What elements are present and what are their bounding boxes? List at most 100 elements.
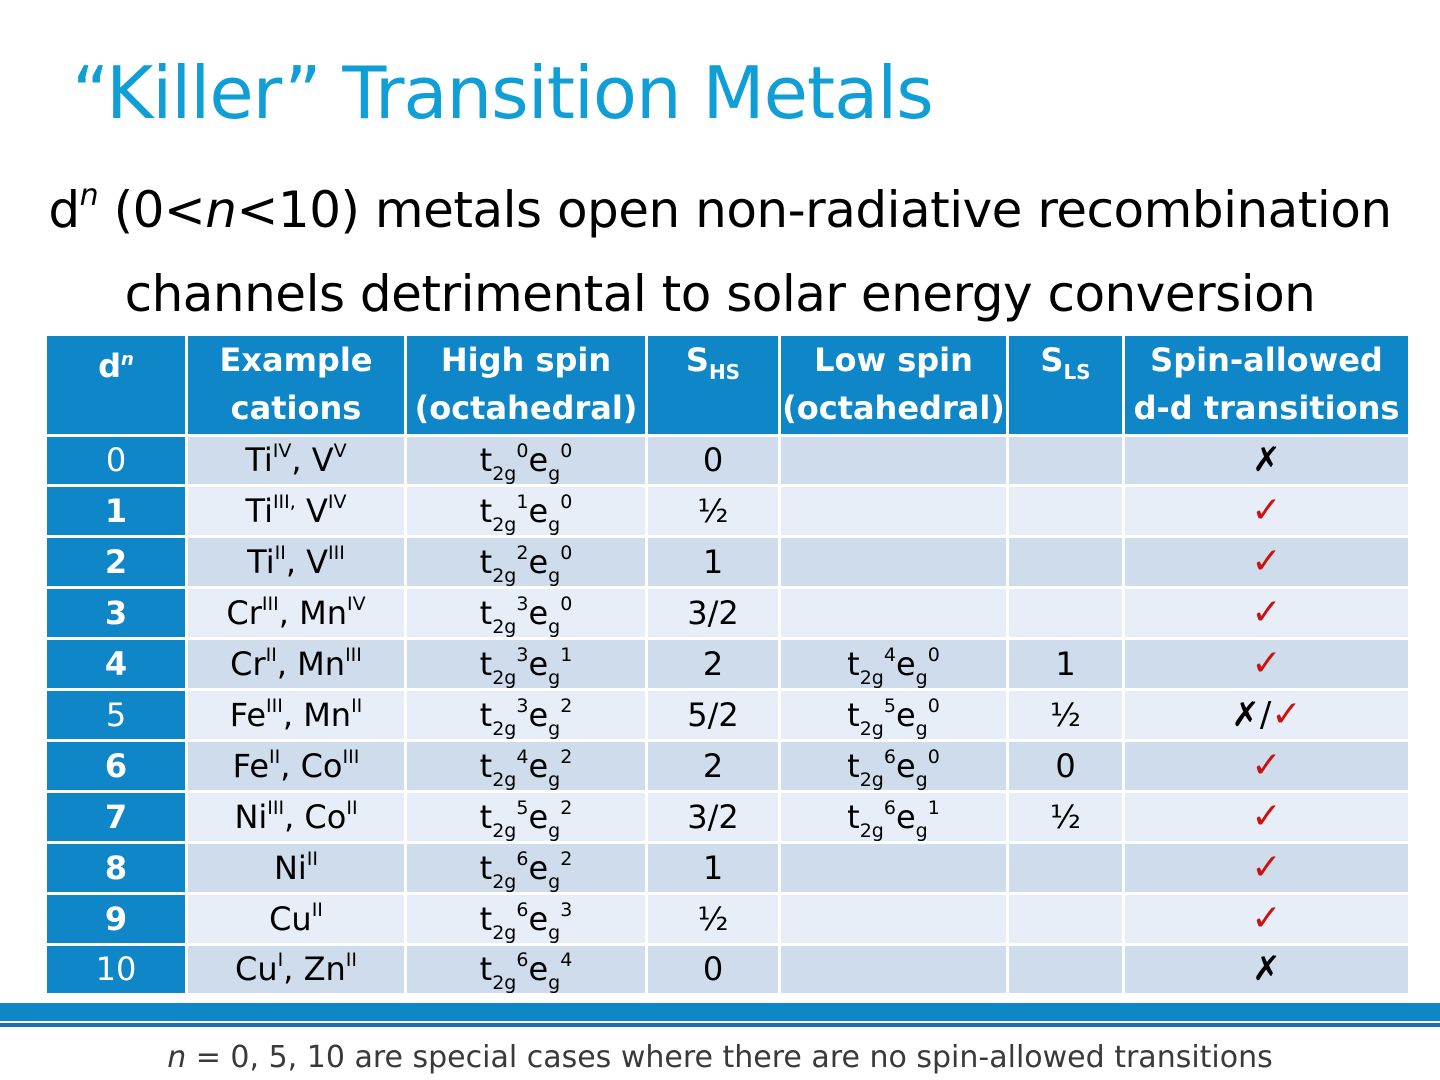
config-tsub: 2g <box>492 513 517 536</box>
config-esup: 0 <box>560 541 573 564</box>
cell-spin-allowed: ✗ <box>1122 943 1411 996</box>
config-e: e <box>895 695 916 734</box>
config-e: e <box>528 593 549 632</box>
table-row: 10 CuI, ZnII t2g6eg4 0 ✗ <box>44 943 1411 996</box>
cell-example-cations: NiII <box>185 841 407 895</box>
cell-s-ls: 1 <box>1006 637 1125 691</box>
config-esub: g <box>548 972 561 994</box>
cell-low-spin <box>778 586 1009 640</box>
config-e: e <box>528 848 549 887</box>
subtitle-n-superscript: n <box>79 178 99 213</box>
check-mark-icon: ✓ <box>1251 592 1282 633</box>
cation-c2s: III <box>345 643 362 666</box>
cell-dn: 4 <box>44 637 188 691</box>
config-tsup: 0 <box>516 440 529 462</box>
cell-s-hs: 5/2 <box>645 688 781 742</box>
cross-mark-icon: ✗ <box>1231 695 1260 735</box>
config-tsub: 2g <box>492 972 517 994</box>
cell-s-ls <box>1006 943 1125 996</box>
cation-c1: Fe <box>229 695 267 734</box>
cell-spin-allowed: ✓ <box>1122 484 1411 538</box>
header-example-cations: Example cations <box>185 333 407 437</box>
cell-spin-allowed: ✓ <box>1122 790 1411 844</box>
table-row: 6 FeII, CoIII t2g4eg2 2 t2g6eg0 0 ✓ <box>44 739 1411 793</box>
cell-high-spin: t2g4eg2 <box>404 739 648 793</box>
cation-c1s: I <box>277 949 284 971</box>
config-tsup: 6 <box>516 898 529 921</box>
config-tsub: 2g <box>859 819 884 842</box>
cell-high-spin: t2g3eg2 <box>404 688 648 742</box>
header-spin-allowed: Spin-allowed d-d transitions <box>1122 333 1411 437</box>
check-mark-icon: ✓ <box>1271 694 1302 735</box>
check-mark-icon: ✓ <box>1251 745 1282 786</box>
cation-c1s: II <box>306 847 319 870</box>
table-body: 0 TiIV, VV t2g0eg0 0 ✗ 1 TiIII, VIV t2g1eg0 ½ ✓ 2 T… <box>44 434 1411 996</box>
cell-spin-allowed: ✓ <box>1122 535 1411 589</box>
config-t: t <box>479 644 493 683</box>
cation-c1s: III <box>261 592 279 615</box>
header-high-spin: High spin (octahedral) <box>404 333 648 437</box>
config-esup: 1 <box>927 796 940 819</box>
cation-c1s: II <box>269 745 281 768</box>
config-t: t <box>847 695 860 734</box>
cell-example-cations: TiIV, VV <box>185 434 407 487</box>
config-tsub: 2g <box>859 717 884 740</box>
table-row: 2 TiII, VIII t2g2eg0 1 ✓ <box>44 535 1411 589</box>
config-tsup: 6 <box>883 796 896 819</box>
table-header-row: dn Example cations High spin (octahedral) … <box>44 333 1411 437</box>
config-esup: 0 <box>560 592 573 615</box>
config-esup: 0 <box>560 440 573 462</box>
subtitle-paren: (0< <box>98 181 206 239</box>
footer-bar-line <box>0 1023 1440 1027</box>
cell-example-cations: CuI, ZnII <box>185 943 407 996</box>
config-t: t <box>479 899 493 938</box>
config-tsub: 2g <box>492 463 517 485</box>
config-e: e <box>528 644 549 683</box>
cation-c1: Cu <box>269 899 312 938</box>
cross-mark-icon: ✗ <box>1252 440 1281 480</box>
cell-low-spin <box>778 434 1009 487</box>
table-row: 3 CrIII, MnIV t2g3eg0 3/2 ✓ <box>44 586 1411 640</box>
config-esub: g <box>915 819 928 842</box>
check-mark-icon: ✓ <box>1251 847 1282 888</box>
config-t: t <box>479 950 493 988</box>
cation-c1: Fe <box>232 746 270 785</box>
cell-s-hs: 0 <box>645 434 781 487</box>
cell-spin-allowed: ✓ <box>1122 586 1411 640</box>
config-e: e <box>528 441 549 479</box>
config-tsub: 2g <box>492 615 517 638</box>
footnote-n: n <box>167 1040 187 1075</box>
check-mark-icon: ✓ <box>1251 541 1282 582</box>
cell-dn: 1 <box>44 484 188 538</box>
config-tsup: 1 <box>516 490 529 513</box>
cell-low-spin: t2g6eg1 <box>778 790 1009 844</box>
check-mark-icon: ✓ <box>1251 643 1282 684</box>
check-mark-icon: ✓ <box>1251 796 1282 837</box>
config-tsub: 2g <box>492 666 517 689</box>
subtitle-line-1: dn (0<n<10) metals open non-radiative re… <box>0 166 1440 240</box>
config-esub: g <box>915 666 928 689</box>
slash-separator: / <box>1259 695 1272 735</box>
config-esup: 0 <box>927 694 940 717</box>
config-t: t <box>847 746 860 785</box>
cell-s-ls <box>1006 434 1125 487</box>
cation-c1: Ni <box>273 848 307 887</box>
cation-c2s: II <box>345 949 357 971</box>
config-e: e <box>528 797 549 836</box>
cell-dn: 0 <box>44 434 188 487</box>
config-esup: 0 <box>927 745 940 768</box>
table-row: 5 FeIII, MnII t2g3eg2 5/2 t2g5eg0 ½ ✗/✓ <box>44 688 1411 742</box>
cell-high-spin: t2g6eg4 <box>404 943 648 996</box>
config-esub: g <box>548 463 561 485</box>
config-esub: g <box>548 768 561 791</box>
config-esub: g <box>548 819 561 842</box>
config-esup: 0 <box>560 490 573 513</box>
cation-c2: , Mn <box>278 593 347 632</box>
cell-example-cations: CrII, MnIII <box>185 637 407 691</box>
cell-s-ls <box>1006 484 1125 538</box>
config-e: e <box>528 950 549 988</box>
config-tsup: 3 <box>516 643 529 666</box>
config-tsup: 3 <box>516 694 529 717</box>
cation-c1s: III <box>266 694 283 717</box>
config-e: e <box>528 899 549 938</box>
